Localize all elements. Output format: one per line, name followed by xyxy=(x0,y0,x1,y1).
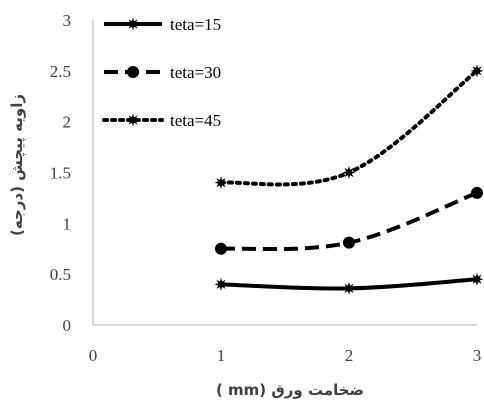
series-layer xyxy=(214,64,484,295)
data-point xyxy=(470,272,484,286)
y-tick-label: 2 xyxy=(63,113,72,132)
series-1 xyxy=(215,186,483,255)
data-point xyxy=(342,166,356,179)
axes xyxy=(92,20,477,326)
legend-label: teta=30 xyxy=(170,63,221,82)
legend-swatch-marker xyxy=(126,113,140,127)
y-tick-label: 0 xyxy=(63,316,72,335)
y-tick-label: 3 xyxy=(63,11,72,30)
x-tick-label: 0 xyxy=(89,346,98,365)
data-point xyxy=(214,277,228,291)
tick-labels: 0 0.5 1 1.5 2 2.5 3 0 1 2 3 xyxy=(50,11,482,365)
legend-item: teta=30 xyxy=(104,63,221,82)
y-tick-label: 2.5 xyxy=(50,62,71,81)
series-2 xyxy=(214,64,484,190)
data-point xyxy=(471,186,483,199)
data-point xyxy=(342,281,356,295)
series-0 xyxy=(214,272,484,295)
data-point xyxy=(343,236,355,249)
legend-swatch-marker xyxy=(126,17,140,31)
x-tick-label: 1 xyxy=(217,346,226,365)
legend-label: teta=15 xyxy=(170,15,221,34)
x-tick-label: 3 xyxy=(473,346,482,365)
x-tick-label: 2 xyxy=(345,346,354,365)
y-tick-label: 1 xyxy=(63,214,72,233)
legend-item: teta=45 xyxy=(102,111,221,130)
data-point xyxy=(214,176,228,190)
y-tick-label: 0.5 xyxy=(50,265,71,284)
legend-swatch-marker xyxy=(127,66,139,78)
legend-label: teta=45 xyxy=(170,111,221,130)
data-point xyxy=(215,242,227,255)
y-tick-label: 1.5 xyxy=(50,164,71,183)
y-axis-title: زاویه پیچش (درجه) xyxy=(8,94,27,236)
legend: teta=15 teta=30 teta=45 xyxy=(102,15,221,130)
legend-item: teta=15 xyxy=(104,15,221,34)
data-point xyxy=(470,64,484,78)
x-axis-title: ضخامت ورق (mm ) xyxy=(216,381,364,399)
